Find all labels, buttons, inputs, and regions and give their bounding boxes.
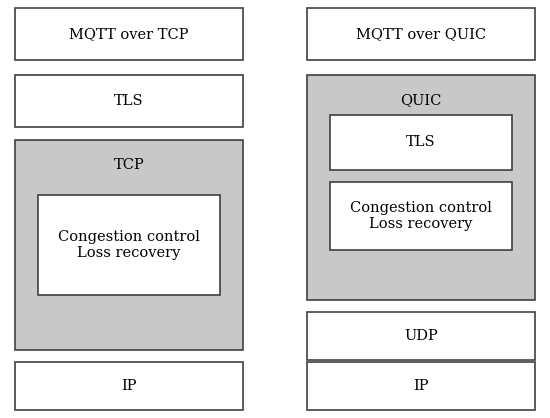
Text: TCP: TCP	[114, 158, 144, 172]
Bar	[330, 182, 512, 250]
Bar	[330, 115, 512, 170]
FancyBboxPatch shape	[15, 140, 243, 350]
Text: UDP: UDP	[404, 329, 438, 343]
Bar	[15, 362, 243, 410]
Text: TLS: TLS	[114, 94, 144, 108]
Text: TLS: TLS	[406, 135, 436, 150]
Bar	[307, 8, 535, 60]
FancyBboxPatch shape	[307, 75, 535, 300]
Bar	[15, 75, 243, 127]
Text: MQTT over TCP: MQTT over TCP	[69, 27, 189, 41]
Text: Congestion control
Loss recovery: Congestion control Loss recovery	[350, 201, 492, 231]
Bar	[15, 8, 243, 60]
Text: IP: IP	[413, 379, 429, 393]
Text: MQTT over QUIC: MQTT over QUIC	[356, 27, 486, 41]
Bar	[307, 312, 535, 360]
Text: IP: IP	[121, 379, 137, 393]
Bar	[38, 195, 220, 295]
Text: QUIC: QUIC	[400, 93, 442, 107]
Text: Congestion control
Loss recovery: Congestion control Loss recovery	[58, 230, 200, 260]
Bar	[307, 362, 535, 410]
